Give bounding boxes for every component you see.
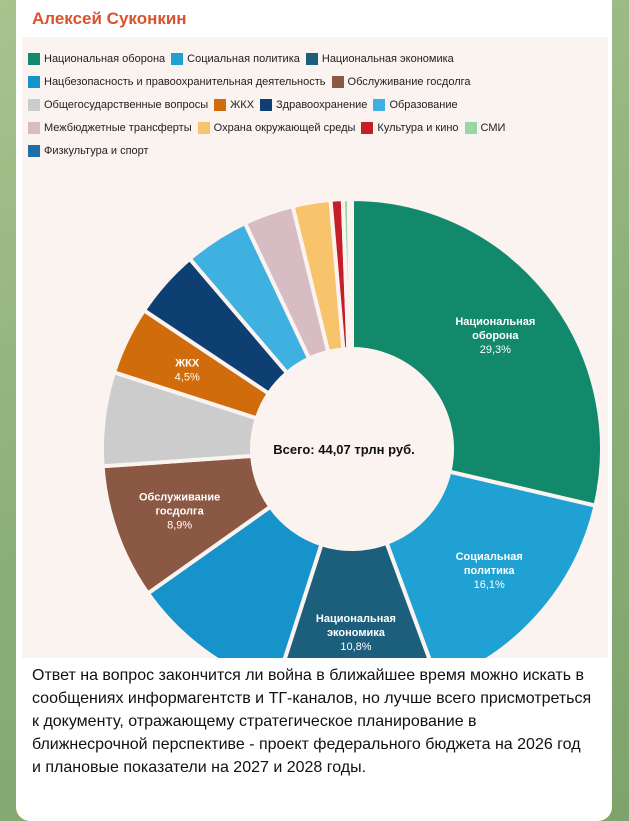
- donut-slice: [346, 196, 354, 352]
- donut-slice: [350, 196, 604, 509]
- legend-label: Образование: [389, 99, 458, 111]
- legend-item: Физкультура и спорт: [28, 141, 149, 161]
- slice-label: 8,9%: [167, 519, 192, 531]
- legend-swatch: [197, 122, 210, 134]
- legend-item: Охрана окружающей среды: [197, 118, 356, 138]
- legend-label: Культура и кино: [377, 122, 459, 134]
- legend-item: СМИ: [464, 118, 506, 138]
- legend-label: Здравоохранение: [276, 99, 368, 111]
- legend-label: Межбюджетные трансферты: [44, 122, 192, 134]
- donut-center-total: Всего: 44,07 трлн руб.: [273, 442, 414, 457]
- legend-item: Обслуживание госдолга: [331, 72, 471, 92]
- slice-label: ЖКХ: [174, 357, 200, 369]
- chart-legend: Национальная оборона Социальная политика Н…: [28, 49, 606, 164]
- legend-swatch: [214, 99, 227, 111]
- slice-label: Национальная: [455, 316, 535, 328]
- legend-label: Национальная оборона: [44, 53, 166, 65]
- legend-item: Культура и кино: [361, 118, 459, 138]
- slice-label: госдолга: [155, 505, 204, 517]
- legend-item: Здравоохранение: [260, 95, 367, 115]
- donut-chart: Национальная оборона 29,3% Социальная полити…: [100, 196, 604, 658]
- slice-label: 10,8%: [340, 641, 371, 653]
- legend-label: Нацбезопасность и правоохранительная дея…: [44, 76, 326, 88]
- slice-label: 29,3%: [480, 344, 511, 356]
- message-image[interactable]: Национальная оборона Социальная политика Н…: [22, 37, 608, 658]
- legend-item: Межбюджетные трансферты: [28, 118, 192, 138]
- legend-label: Социальная политика: [187, 53, 300, 65]
- message-bubble[interactable]: Алексей Суконкин Национальная оборона Соц…: [16, 0, 612, 821]
- legend-swatch: [28, 53, 40, 65]
- legend-label: Охрана окружающей среды: [213, 122, 356, 134]
- slice-label: 16,1%: [474, 579, 505, 591]
- legend-swatch: [28, 99, 40, 111]
- message-author[interactable]: Алексей Суконкин: [32, 9, 187, 28]
- legend-item: ЖКХ: [214, 95, 254, 115]
- legend-swatch: [28, 122, 40, 134]
- legend-item: Национальная оборона: [28, 49, 165, 69]
- legend-item: Нацбезопасность и правоохранительная дея…: [28, 72, 326, 92]
- legend-swatch: [361, 122, 374, 134]
- legend-swatch: [260, 99, 273, 111]
- donut-slice: [282, 540, 432, 658]
- slice-label: Обслуживание: [139, 491, 220, 503]
- legend-swatch: [28, 145, 40, 157]
- slice-label: Национальная: [316, 613, 396, 625]
- donut-slice: [145, 503, 324, 658]
- legend-swatch: [373, 99, 386, 111]
- legend-label: СМИ: [480, 122, 506, 134]
- donut-slice: [384, 469, 598, 658]
- slice-label: оборона: [472, 330, 519, 342]
- slice-label: 4,5%: [175, 371, 200, 383]
- legend-label: Общегосударственные вопросы: [44, 99, 209, 111]
- legend-label: ЖКХ: [230, 99, 255, 111]
- message-text: Ответ на вопрос закончится ли война в бл…: [32, 667, 592, 776]
- legend-label: Национальная экономика: [321, 53, 454, 65]
- legend-swatch: [464, 122, 477, 134]
- legend-swatch: [28, 76, 40, 88]
- legend-swatch: [305, 53, 318, 65]
- legend-label: Обслуживание госдолга: [347, 76, 471, 88]
- legend-item: Национальная экономика: [305, 49, 454, 69]
- legend-item: Образование: [373, 95, 458, 115]
- legend-swatch: [331, 76, 344, 88]
- legend-swatch: [171, 53, 184, 65]
- legend-label: Физкультура и спорт: [44, 145, 149, 157]
- slice-label: Социальная: [456, 551, 523, 563]
- slice-label: экономика: [327, 627, 386, 639]
- slice-label: политика: [464, 565, 515, 577]
- legend-item: Общегосударственные вопросы: [28, 95, 208, 115]
- legend-item: Социальная политика: [171, 49, 300, 69]
